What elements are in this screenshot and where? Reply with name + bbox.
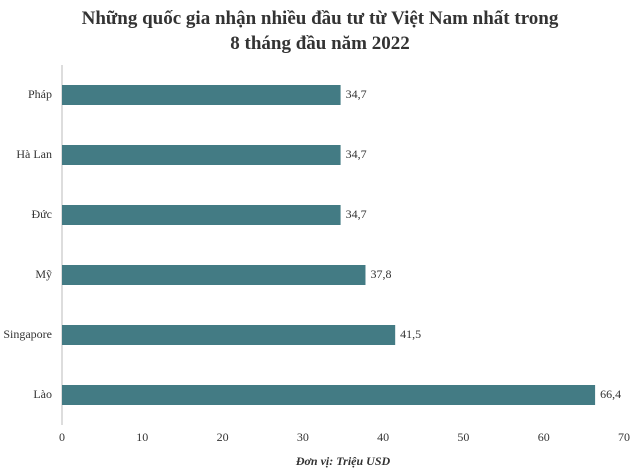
y-tick-label: Hà Lan <box>16 147 52 161</box>
value-label: 34,7 <box>346 207 367 221</box>
x-tick-label: 40 <box>377 430 389 444</box>
x-tick-label: 70 <box>618 430 630 444</box>
chart-title: Những quốc gia nhận nhiều đầu tư từ Việt… <box>81 8 559 54</box>
bar <box>62 265 366 285</box>
y-tick-label: Đức <box>32 207 53 221</box>
x-axis-label: Đơn vị: Triệu USD <box>295 454 391 468</box>
x-tick-label: 10 <box>136 430 148 444</box>
value-label: 34,7 <box>346 87 367 101</box>
value-label: 66,4 <box>600 387 621 401</box>
x-tick-label: 20 <box>217 430 229 444</box>
value-label: 41,5 <box>400 327 421 341</box>
bar <box>62 385 596 405</box>
x-tick-label: 60 <box>538 430 550 444</box>
y-tick-label: Singapore <box>3 327 52 341</box>
y-tick-label: Mỹ <box>35 267 52 281</box>
value-label: 37,8 <box>370 267 391 281</box>
value-label: 34,7 <box>346 147 367 161</box>
bar <box>62 205 341 225</box>
bar <box>62 145 341 165</box>
y-tick-label: Lào <box>33 387 52 401</box>
x-tick-label: 30 <box>297 430 309 444</box>
bar <box>62 325 396 345</box>
x-tick-label: 50 <box>457 430 469 444</box>
bar <box>62 85 341 105</box>
y-tick-label: Pháp <box>28 87 52 101</box>
x-tick-label: 0 <box>59 430 65 444</box>
